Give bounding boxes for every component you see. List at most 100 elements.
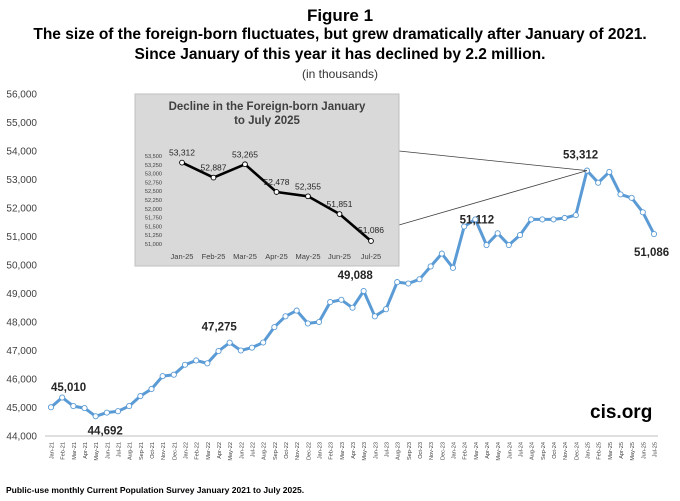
x-tick-label: Jul-23 — [385, 442, 391, 457]
data-point — [126, 403, 133, 410]
y-tick-label: 51,000 — [6, 232, 37, 243]
x-tick-label: Nov-24 — [563, 442, 569, 460]
data-point — [271, 324, 278, 331]
x-tick-label: Jul-21 — [117, 442, 123, 457]
data-point — [248, 344, 256, 351]
inset-title-line: Decline in the Foreign-born January — [169, 101, 366, 113]
data-point — [606, 168, 613, 175]
x-tick-label: Dec-21 — [172, 442, 178, 460]
inset-x-tick-label: Jun-25 — [328, 252, 351, 261]
x-tick-label: Sep-22 — [273, 442, 279, 460]
x-tick-label: Feb-22 — [195, 442, 201, 460]
inset-data-point — [305, 193, 311, 200]
data-point — [539, 216, 546, 223]
data-point — [338, 296, 345, 303]
x-tick-label: Mar-21 — [72, 442, 78, 460]
data-point — [159, 373, 166, 380]
y-tick-label: 44,000 — [6, 432, 37, 443]
data-point — [237, 347, 244, 354]
data-point — [47, 404, 55, 411]
x-tick-label: Jan-25 — [586, 442, 592, 459]
data-point — [461, 223, 468, 230]
data-point — [315, 318, 323, 326]
data-point — [639, 209, 646, 216]
inset-title-line: to July 2025 — [234, 115, 300, 127]
data-point — [494, 230, 501, 237]
data-point — [516, 232, 524, 239]
data-point — [148, 385, 155, 393]
annotation-label: 47,275 — [202, 322, 238, 334]
inset-y-tick-label: 53,500 — [145, 154, 162, 160]
x-tick-label: Apr-23 — [351, 442, 357, 459]
data-point — [360, 287, 367, 295]
y-tick-label: 53,000 — [6, 175, 37, 186]
data-point — [193, 357, 200, 364]
data-point — [550, 216, 557, 223]
inset-x-tick-label: Mar-25 — [233, 252, 257, 261]
inset-data-point — [368, 238, 374, 244]
data-point — [181, 361, 189, 368]
x-tick-label: Oct-23 — [418, 442, 424, 459]
x-tick-label: Mar-25 — [608, 442, 614, 460]
annotation-label: 44,692 — [88, 425, 123, 437]
annotation-label: 53,312 — [563, 150, 598, 162]
y-tick-label: 52,000 — [6, 204, 37, 215]
data-point — [92, 413, 99, 420]
data-point — [617, 191, 624, 198]
x-tick-label: Nov-23 — [429, 442, 435, 460]
x-tick-label: Jan-21 — [50, 442, 56, 459]
data-point — [349, 304, 356, 311]
inset-chart: Decline in the Foreign-born January to Ju… — [134, 93, 400, 267]
data-point — [260, 339, 267, 346]
data-point — [137, 393, 144, 400]
data-point — [371, 313, 378, 320]
figure-subtitle: The size of the foreign-born fluctuates,… — [33, 26, 647, 63]
data-point — [59, 394, 66, 401]
x-tick-label: Dec-23 — [440, 442, 446, 460]
x-tick-label: Sep-21 — [139, 442, 145, 460]
data-point — [416, 276, 423, 283]
inset-y-tick-label: 51,000 — [145, 242, 162, 248]
x-tick-label: Jun-22 — [239, 442, 245, 459]
y-tick-label: 49,000 — [6, 289, 37, 300]
inset-data-point — [179, 159, 185, 166]
x-tick-label: Jan-23 — [318, 442, 324, 459]
inset-x-tick-label: May-25 — [295, 252, 320, 261]
x-tick-label: May-24 — [496, 442, 502, 461]
x-tick-label: Jul-22 — [251, 442, 257, 457]
x-tick-label: May-22 — [228, 442, 234, 461]
x-tick-label: Nov-22 — [295, 442, 301, 460]
x-tick-label: Dec-24 — [574, 442, 580, 460]
x-tick-label: Mar-23 — [340, 442, 346, 460]
x-tick-label: Jun-24 — [507, 442, 513, 459]
x-tick-label: Oct-21 — [150, 442, 156, 459]
data-point — [394, 279, 401, 286]
data-point — [114, 408, 122, 415]
x-tick-label: Jul-24 — [519, 442, 525, 457]
y-tick-label: 47,000 — [6, 346, 37, 357]
inset-data-label: 51,086 — [358, 225, 384, 235]
data-point — [595, 179, 602, 186]
inset-data-label: 52,478 — [264, 177, 290, 187]
x-tick-label: Mar-22 — [206, 442, 212, 460]
inset-data-label: 52,355 — [295, 181, 321, 191]
inset-y-tick-label: 52,750 — [145, 180, 162, 186]
x-tick-label: Apr-22 — [217, 442, 223, 459]
brand-label: cis.org — [590, 402, 653, 423]
x-tick-label: Jun-23 — [373, 442, 379, 459]
x-tick-label: Oct-22 — [284, 442, 290, 459]
data-point — [103, 409, 110, 416]
data-point — [405, 280, 412, 287]
y-tick-label: 48,000 — [6, 318, 37, 329]
inset-data-point — [210, 174, 217, 181]
inset-x-tick-label: Jan-25 — [171, 252, 194, 261]
y-tick-label: 54,000 — [6, 147, 37, 158]
x-tick-label: Sep-24 — [541, 442, 547, 460]
inset-x-tick-label: Feb-25 — [202, 252, 226, 261]
connector-line — [398, 150, 588, 172]
data-point — [304, 320, 311, 327]
inset-x-tick-label: Apr-25 — [265, 252, 288, 261]
inset-data-label: 53,312 — [169, 148, 195, 158]
x-tick-label: May-21 — [94, 442, 100, 461]
